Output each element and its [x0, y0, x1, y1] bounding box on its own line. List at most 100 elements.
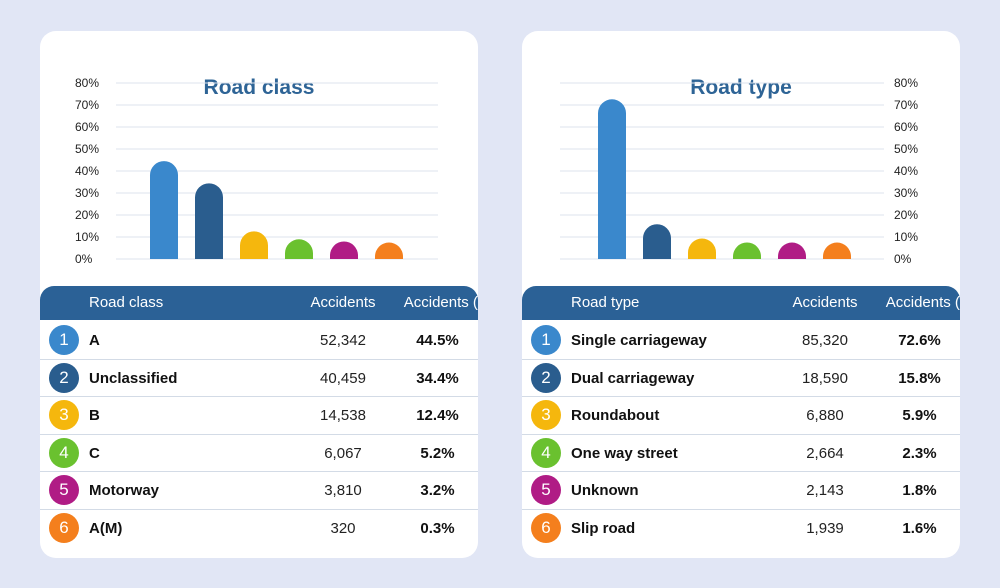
header-road-type: Road type [571, 294, 640, 311]
bar-unclassified [195, 183, 223, 259]
row-accidents: 1,939 [806, 519, 844, 537]
road-type-bar-chart: 80% 70% 60% 50% 40% 30% 20% 10% 0% [560, 76, 918, 266]
bar-b [240, 231, 268, 259]
row-pct: 12.4% [416, 407, 459, 424]
table-row: 5 Motorway 3,810 3.2% [40, 472, 478, 510]
y-tick-label: 80% [75, 76, 99, 90]
row-accidents: 14,538 [320, 407, 366, 424]
row-pct: 1.6% [902, 519, 937, 537]
row-name: Unknown [571, 482, 639, 499]
rank-badge: 4 [531, 437, 561, 468]
bar-single-carriageway [598, 99, 626, 259]
table-row: 2 Dual carriageway 18,590 15.8% [522, 360, 960, 397]
row-name: One way street [571, 444, 678, 462]
table-header: Road class Accidents Accidents (%) [40, 286, 478, 320]
rank-badge: 4 [49, 437, 79, 468]
row-pct: 0.3% [420, 519, 455, 537]
row-name: A(M) [89, 519, 123, 537]
rank-badge: 2 [531, 362, 561, 393]
y-tick-label: 20% [75, 208, 99, 222]
chart-title: Road type [690, 76, 792, 99]
table-row: 6 Slip road 1,939 1.6% [522, 510, 960, 548]
y-tick-label: 30% [75, 186, 99, 200]
road-type-card: Road type 80% 70% 60% 50% 40% 30% 20% 10% 0% Roa… [522, 31, 960, 558]
table-row: 5 Unknown 2,143 1.8% [522, 472, 960, 510]
rank-badge: 2 [49, 362, 79, 393]
table-header: Road type Accidents Accidents (%) [522, 286, 960, 320]
bar-roundabout [688, 238, 716, 259]
row-name: Single carriageway [571, 332, 707, 349]
row-pct: 15.8% [898, 369, 941, 387]
bar-a-m- [375, 242, 403, 259]
y-tick-label: 60% [75, 120, 99, 134]
row-accidents: 2,664 [806, 444, 844, 462]
header-accidents-pct: Accidents (%) [885, 294, 960, 311]
y-tick-label: 70% [894, 98, 918, 112]
bar-motorway [330, 241, 358, 259]
y-tick-label: 40% [75, 164, 99, 178]
row-accidents: 52,342 [320, 332, 366, 349]
header-road-class: Road class [89, 294, 164, 311]
table-row: 6 A(M) 320 0.3% [40, 510, 478, 548]
chart-title: Road class [203, 76, 315, 99]
y-tick-label: 70% [75, 98, 99, 112]
row-pct: 72.6% [898, 332, 941, 349]
y-tick-label: 10% [894, 230, 918, 244]
table-row: 3 B 14,538 12.4% [40, 397, 478, 435]
row-name: Dual carriageway [571, 369, 695, 387]
table-row: 4 One way street 2,664 2.3% [522, 435, 960, 472]
table-row: 4 C 6,067 5.2% [40, 435, 478, 472]
row-name: B [89, 407, 100, 424]
road-class-bar-chart: 80% 70% 60% 50% 40% 30% 20% 10% 0% [75, 76, 438, 266]
road-class-card: Road class 80% 70% 60% 50% 40% 30% 20% 10% 0% Ro… [40, 31, 478, 558]
row-accidents: 3,810 [324, 482, 362, 499]
y-tick-label: 20% [894, 208, 918, 222]
row-name: A [89, 332, 100, 349]
y-tick-label: 0% [75, 252, 93, 266]
y-tick-label: 60% [894, 120, 918, 134]
rank-badge: 3 [49, 400, 79, 430]
row-pct: 2.3% [902, 444, 937, 462]
rank-badge: 6 [531, 512, 561, 543]
bar-slip-road [823, 242, 851, 259]
road-type-table: 1 Single carriageway 85,320 72.6% 2 Dual… [522, 322, 960, 547]
row-pct: 3.2% [420, 482, 455, 499]
row-name: Roundabout [571, 407, 660, 424]
row-name: Unclassified [89, 369, 178, 387]
row-pct: 5.9% [902, 407, 937, 424]
table-row: 3 Roundabout 6,880 5.9% [522, 397, 960, 435]
row-pct: 5.2% [420, 444, 455, 462]
row-accidents: 6,880 [806, 407, 844, 424]
y-tick-label: 40% [894, 164, 918, 178]
rank-badge: 1 [531, 325, 561, 355]
row-name: Motorway [89, 482, 160, 499]
table-row: 1 Single carriageway 85,320 72.6% [522, 322, 960, 360]
bar-one-way-street [733, 242, 761, 259]
row-name: Slip road [571, 519, 636, 537]
rank-badge: 5 [49, 475, 79, 505]
row-pct: 1.8% [902, 482, 937, 499]
road-class-table: 1 A 52,342 44.5% 2 Unclassified 40,459 3… [40, 322, 478, 547]
y-tick-label: 50% [894, 142, 918, 156]
header-accidents: Accidents [310, 294, 376, 311]
bar-unknown [778, 242, 806, 259]
rank-badge: 3 [531, 400, 561, 430]
bar-c [285, 239, 313, 259]
rank-badge: 5 [531, 475, 561, 505]
rank-badge: 6 [49, 512, 79, 543]
table-row: 1 A 52,342 44.5% [40, 322, 478, 360]
row-accidents: 6,067 [324, 444, 362, 462]
row-pct: 34.4% [416, 369, 459, 387]
y-tick-label: 30% [894, 186, 918, 200]
row-accidents: 320 [330, 519, 356, 537]
y-tick-label: 10% [75, 230, 99, 244]
rank-badge: 1 [49, 325, 79, 355]
row-accidents: 40,459 [320, 369, 366, 387]
row-accidents: 2,143 [806, 482, 844, 499]
bar-dual-carriageway [643, 224, 671, 259]
row-accidents: 18,590 [802, 369, 848, 387]
row-name: C [89, 444, 100, 462]
row-accidents: 85,320 [802, 332, 848, 349]
y-tick-label: 50% [75, 142, 99, 156]
header-accidents-pct: Accidents (%) [403, 294, 478, 311]
